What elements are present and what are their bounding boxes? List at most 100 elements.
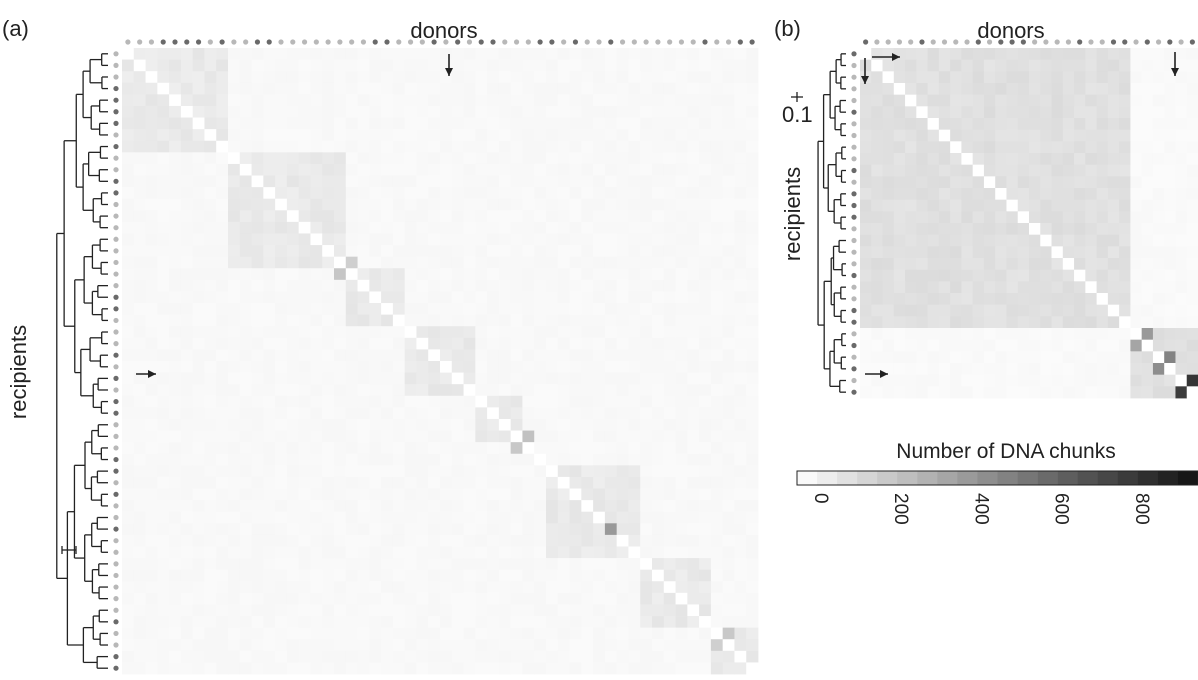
heatmap-cell	[983, 94, 996, 107]
heatmap-cell	[581, 279, 594, 292]
heatmap-cell	[145, 627, 158, 640]
heatmap-cell	[1130, 316, 1143, 329]
heatmap-cell	[604, 442, 618, 455]
donor-dot	[207, 39, 213, 45]
heatmap-cell	[1164, 246, 1176, 259]
heatmap-cell	[882, 223, 895, 236]
heatmap-cell	[687, 221, 700, 234]
heatmap-cell	[746, 314, 759, 327]
heatmap-cell	[475, 430, 488, 443]
colorbar-tick-label: 800	[1131, 493, 1152, 525]
heatmap-cell	[652, 210, 665, 223]
heatmap-cell	[251, 140, 264, 153]
heatmap-cell	[440, 430, 453, 443]
heatmap-cell	[522, 140, 535, 153]
heatmap-cell	[950, 129, 962, 142]
heatmap-cell	[581, 337, 594, 350]
heatmap-cell	[546, 314, 559, 327]
heatmap-cell	[722, 268, 735, 281]
heatmap-cell	[1096, 328, 1109, 341]
heatmap-cell	[475, 314, 488, 327]
heatmap-cell	[961, 246, 974, 259]
donor-dot	[525, 39, 531, 45]
heatmap-cell	[369, 117, 382, 130]
heatmap-cell	[133, 210, 146, 223]
heatmap-cell	[463, 256, 476, 269]
heatmap-cell	[938, 258, 951, 271]
heatmap-cell	[604, 372, 618, 385]
heatmap-cell	[1051, 176, 1064, 189]
heatmap-cell	[416, 82, 429, 95]
heatmap-cell	[286, 430, 300, 443]
heatmap-cell	[133, 418, 146, 431]
heatmap-cell	[972, 153, 985, 166]
heatmap-cell	[428, 569, 441, 582]
heatmap-cell	[216, 627, 229, 640]
heatmap-cell	[1164, 363, 1176, 376]
heatmap-cell	[710, 198, 724, 211]
heatmap-cell	[1085, 374, 1097, 387]
heatmap-cell	[251, 268, 264, 281]
heatmap-cell	[251, 175, 264, 188]
heatmap-cell	[1029, 59, 1041, 72]
heatmap-cell	[652, 418, 665, 431]
heatmap-cell	[734, 163, 747, 176]
heatmap-cell	[1186, 141, 1198, 154]
heatmap-cell	[157, 256, 170, 269]
heatmap-cell	[322, 500, 335, 513]
heatmap-cell	[710, 337, 724, 350]
heatmap-cell	[569, 361, 582, 373]
donor-dot	[172, 39, 178, 45]
heatmap-cell	[322, 152, 335, 165]
heatmap-cell	[1175, 316, 1188, 329]
heatmap-cell	[263, 395, 276, 408]
heatmap-cell	[286, 129, 300, 142]
heatmap-cell	[440, 453, 453, 466]
heatmap-cell	[995, 71, 1007, 84]
heatmap-cell	[557, 349, 570, 362]
heatmap-cell	[169, 175, 182, 188]
heatmap-cell	[251, 152, 264, 165]
heatmap-cell	[510, 558, 523, 571]
donor-dot	[1077, 39, 1083, 45]
heatmap-cell	[204, 337, 217, 350]
heatmap-cell	[286, 639, 300, 652]
heatmap-cell	[1119, 281, 1131, 294]
heatmap-cell	[1175, 71, 1188, 84]
heatmap-cell	[145, 175, 158, 188]
heatmap-cell	[263, 639, 276, 652]
donor-dot	[254, 39, 261, 45]
heatmap-cell	[204, 546, 217, 559]
heatmap-cell	[286, 337, 300, 350]
heatmap-cell	[699, 349, 712, 362]
heatmap-cell	[145, 71, 158, 84]
heatmap-cell	[428, 337, 441, 350]
heatmap-cell	[734, 361, 747, 373]
heatmap-cell	[475, 581, 488, 594]
heatmap-cell	[652, 558, 665, 571]
heatmap-cell	[593, 604, 606, 617]
heatmap-cell	[216, 534, 229, 547]
heatmap-cell	[746, 291, 759, 304]
heatmap-cell	[510, 245, 523, 258]
heatmap-cell	[204, 662, 217, 675]
heatmap-cell	[604, 650, 618, 663]
heatmap-cell	[169, 349, 182, 362]
heatmap-cell	[628, 349, 641, 362]
heatmap-cell	[345, 268, 358, 281]
heatmap-cell	[593, 71, 606, 84]
heatmap-cell	[581, 476, 594, 489]
heatmap-cell	[251, 476, 264, 489]
heatmap-cell	[298, 662, 311, 675]
heatmap-cell	[893, 71, 906, 84]
heatmap-cell	[228, 488, 241, 501]
heatmap-cell	[392, 581, 406, 594]
heatmap-cell	[534, 140, 547, 153]
heatmap-cell	[451, 82, 464, 95]
heatmap-cell	[133, 175, 146, 188]
heatmap-cell	[569, 407, 582, 420]
heatmap-cell	[710, 71, 724, 84]
heatmap-cell	[463, 268, 476, 281]
heatmap-cell	[334, 279, 347, 292]
heatmap-cell	[616, 511, 629, 524]
